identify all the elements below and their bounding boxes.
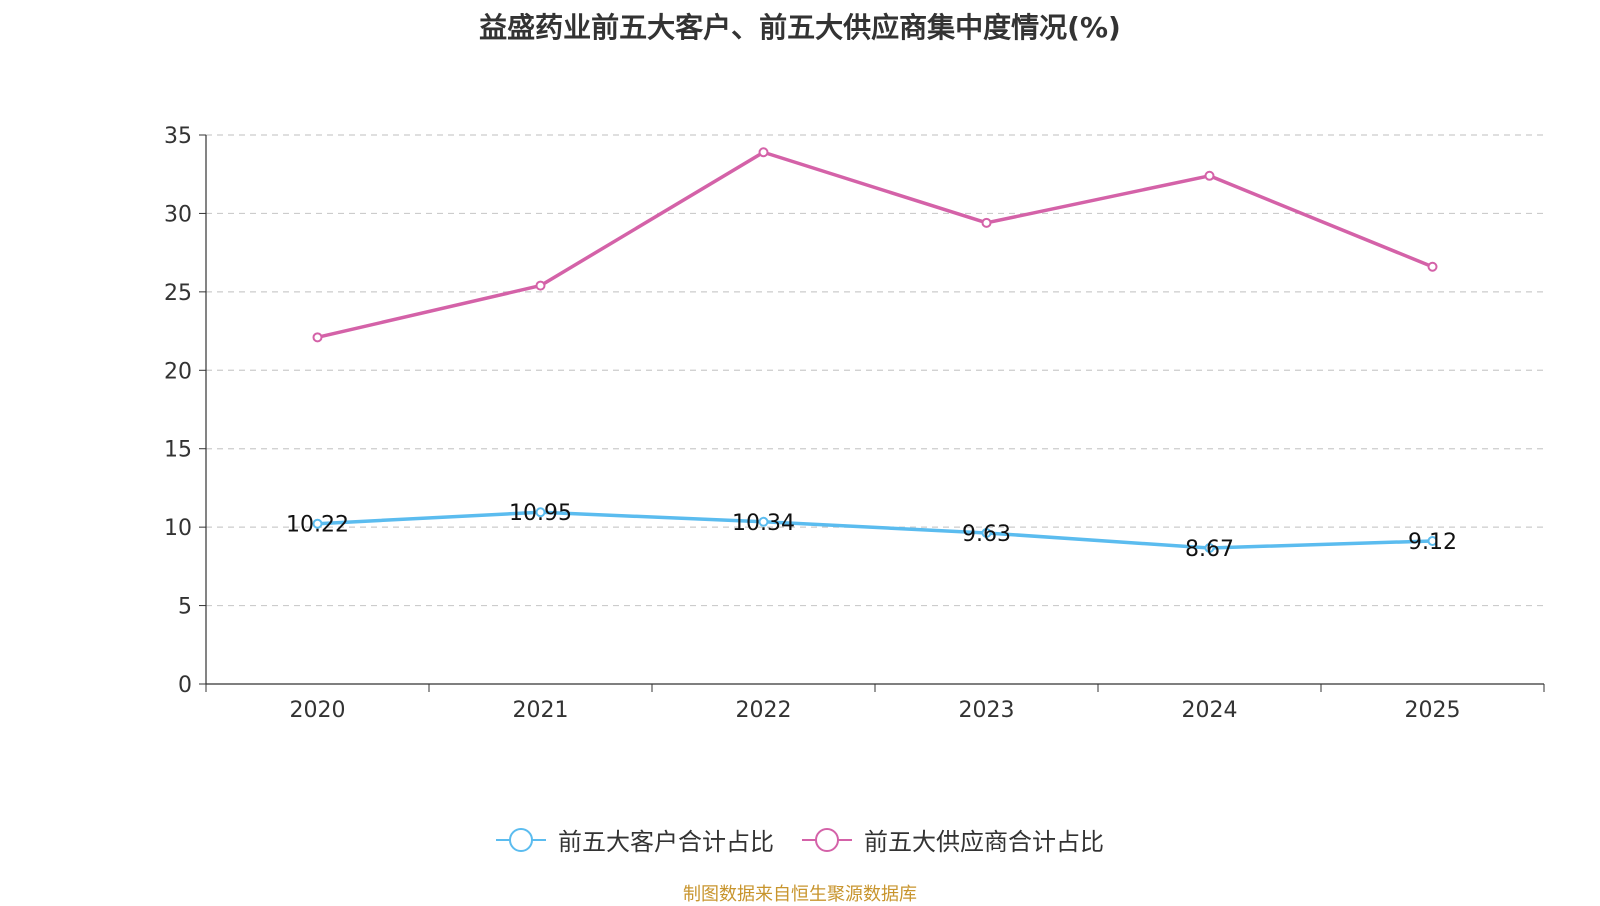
data-label-0-2020: 10.22 <box>286 513 349 538</box>
point-1-2020 <box>312 332 323 343</box>
point-1-2023 <box>981 217 992 228</box>
legend-item-customers[interactable]: 前五大客户合计占比 <box>496 822 774 857</box>
point-0-2025 <box>1427 535 1438 546</box>
legend: 前五大客户合计占比 前五大供应商合计占比 <box>0 822 1600 857</box>
data-label-0-2025: 9.12 <box>1408 530 1457 555</box>
y-tick-label-10: 10 <box>164 516 192 541</box>
source-note: 制图数据来自恒生聚源数据库 <box>683 884 917 905</box>
point-1-2024 <box>1204 170 1215 181</box>
x-tick-label-2025: 2025 <box>1405 698 1461 723</box>
y-tick-label-0: 0 <box>178 673 192 698</box>
point-1-2022 <box>758 147 769 158</box>
point-0-2022 <box>758 516 769 527</box>
legend-swatch-customers-icon <box>496 827 546 852</box>
point-1-2025 <box>1427 261 1438 272</box>
point-1-2021 <box>535 280 546 291</box>
data-labels: 10.22 10.95 10.34 9.63 8.67 9.12 <box>286 501 1457 562</box>
x-tick-label-2020: 2020 <box>290 698 346 723</box>
y-tick-label-35: 35 <box>164 124 192 149</box>
y-tick-label-20: 20 <box>164 359 192 384</box>
data-label-0-2023: 9.63 <box>962 522 1011 547</box>
x-tick-label-2022: 2022 <box>736 698 792 723</box>
data-label-0-2024: 8.67 <box>1185 537 1234 562</box>
data-label-0-2021: 10.95 <box>509 501 572 526</box>
series-group <box>312 147 1438 554</box>
y-tick-label-5: 5 <box>178 595 192 620</box>
series-line-0 <box>317 510 1433 550</box>
series-line-1 <box>317 150 1434 340</box>
point-0-2020 <box>312 518 323 529</box>
x-tick-label-2023: 2023 <box>959 698 1015 723</box>
chart-title: 益盛药业前五大客户、前五大供应商集中度情况(%) <box>479 11 1121 44</box>
legend-item-suppliers[interactable]: 前五大供应商合计占比 <box>802 822 1104 857</box>
point-0-2021 <box>535 507 546 518</box>
legend-swatch-suppliers-icon <box>802 827 852 852</box>
x-tick-label-2021: 2021 <box>513 698 569 723</box>
y-tick-label-15: 15 <box>164 438 192 463</box>
x-tick-label-2024: 2024 <box>1182 698 1238 723</box>
point-0-2024 <box>1204 543 1215 554</box>
legend-label-customers: 前五大客户合计占比 <box>558 828 774 856</box>
y-tick-label-30: 30 <box>164 202 192 227</box>
legend-label-suppliers: 前五大供应商合计占比 <box>864 828 1104 856</box>
y-tick-label-25: 25 <box>164 281 192 306</box>
grid-lines <box>206 134 1544 607</box>
point-0-2023 <box>981 527 992 538</box>
data-label-0-2022: 10.34 <box>732 511 795 536</box>
